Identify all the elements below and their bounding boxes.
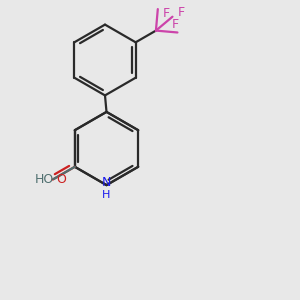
- Text: N: N: [102, 176, 111, 189]
- Text: F: F: [178, 6, 185, 19]
- Text: H: H: [102, 190, 111, 200]
- Text: HO: HO: [35, 172, 54, 186]
- Text: F: F: [172, 19, 178, 32]
- Text: F: F: [163, 7, 170, 20]
- Text: O: O: [56, 173, 66, 186]
